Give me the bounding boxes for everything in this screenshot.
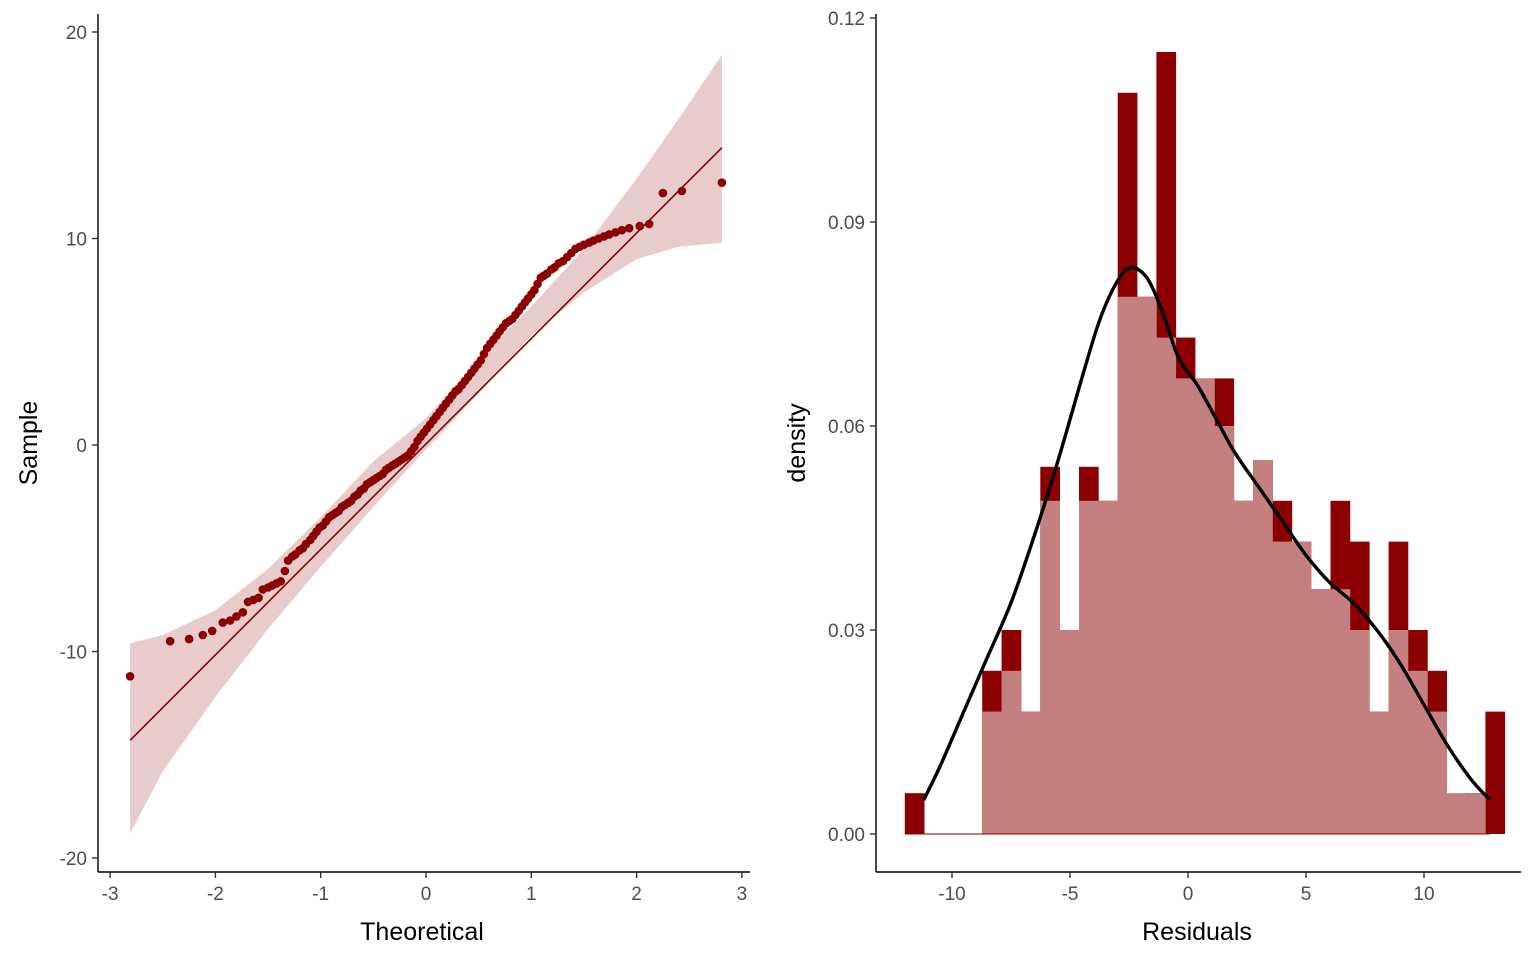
qq-point [184, 634, 194, 644]
histogram-bar-light [1020, 711, 1041, 834]
histogram-bar-dark [904, 793, 925, 834]
qq-point [225, 616, 235, 625]
x-axis-title: Theoretical [360, 918, 484, 946]
histogram-bar-light [1156, 337, 1177, 834]
histogram-bar-light [1446, 793, 1467, 834]
x-tick-label: -5 [1062, 884, 1079, 905]
x-tick-label: -10 [938, 884, 965, 905]
histogram-bar-light [982, 711, 1002, 834]
histogram-bar-light [1001, 670, 1022, 834]
qq-point [644, 219, 654, 229]
x-tick-label: 1 [526, 884, 537, 905]
y-tick-label: -10 [60, 643, 87, 664]
density-curve [922, 265, 1492, 802]
qq-point [207, 626, 217, 636]
histogram-bar-light [1040, 500, 1060, 834]
qq-point [276, 577, 286, 586]
histogram-bar-dark [1485, 711, 1506, 834]
y-axis-title: density [783, 403, 811, 483]
histogram-bar-light [1137, 296, 1157, 834]
x-tick-label: 0 [1183, 884, 1194, 905]
y-axis-title: Sample [15, 401, 43, 486]
y-tick-label: 20 [66, 23, 87, 44]
y-tick-label: 0.09 [828, 213, 865, 234]
x-tick-label: 2 [631, 884, 642, 905]
histogram-bar-light [1117, 296, 1138, 834]
histogram-bar-light [1059, 630, 1080, 834]
qq-point [125, 672, 135, 681]
qq-point [624, 223, 634, 233]
y-tick-label: -20 [60, 849, 87, 870]
qq-point [617, 225, 627, 235]
qq-point [717, 178, 727, 187]
x-tick-label: 3 [737, 884, 748, 905]
histogram-bar-light [1214, 426, 1235, 834]
x-tick-label: -3 [102, 884, 119, 905]
residual-histogram-panel: -10 -5 0 5 10 0.12 0.09 0.06 0.03 0.00 Residuals de… [783, 9, 1521, 946]
qq-point [635, 221, 645, 231]
y-tick-label: 0.00 [828, 825, 865, 846]
y-tick-label: 0.06 [828, 417, 865, 438]
histogram-bar-light [1079, 500, 1099, 834]
y-tick-label: 0 [76, 436, 87, 457]
histogram-bar-light [1427, 711, 1447, 834]
histogram-bar-light [1330, 589, 1351, 834]
histogram-bar-light [1388, 630, 1409, 834]
qq-point [677, 186, 687, 196]
x-tick-label: 10 [1413, 884, 1434, 905]
y-tick-label: 0.12 [828, 9, 865, 30]
qq-point [280, 566, 290, 576]
qq-point [238, 608, 248, 617]
histogram-bar-light [1175, 378, 1196, 834]
histogram-bar-light [1272, 541, 1293, 834]
qq-point [165, 636, 175, 646]
y-tick-label: 0.03 [828, 621, 865, 642]
histogram-bar-light [1253, 460, 1273, 834]
x-axis-title: Residuals [1142, 918, 1252, 946]
histogram-bar-light [1349, 630, 1370, 834]
x-tick-label: -1 [312, 884, 329, 905]
qq-point [232, 612, 241, 621]
histogram-bar-light [1369, 711, 1389, 834]
qq-point [218, 618, 228, 627]
histogram-bar-light [1098, 500, 1118, 834]
histogram-bar-light [1233, 500, 1254, 834]
histogram-bar-light [1195, 378, 1215, 834]
x-tick-label: -2 [207, 884, 224, 905]
qq-point [254, 593, 263, 603]
x-tick-label: 0 [421, 884, 432, 905]
histogram-bar-light [1408, 670, 1428, 834]
histogram-bar-light [1311, 589, 1331, 834]
x-tick-label: 5 [1301, 884, 1312, 905]
reference-line [129, 147, 723, 741]
histogram-bar-light [1466, 793, 1486, 834]
y-tick-label: 10 [66, 230, 87, 251]
qq-point [658, 188, 668, 198]
qq-point [198, 630, 208, 640]
histogram-bar-light [1291, 541, 1312, 834]
